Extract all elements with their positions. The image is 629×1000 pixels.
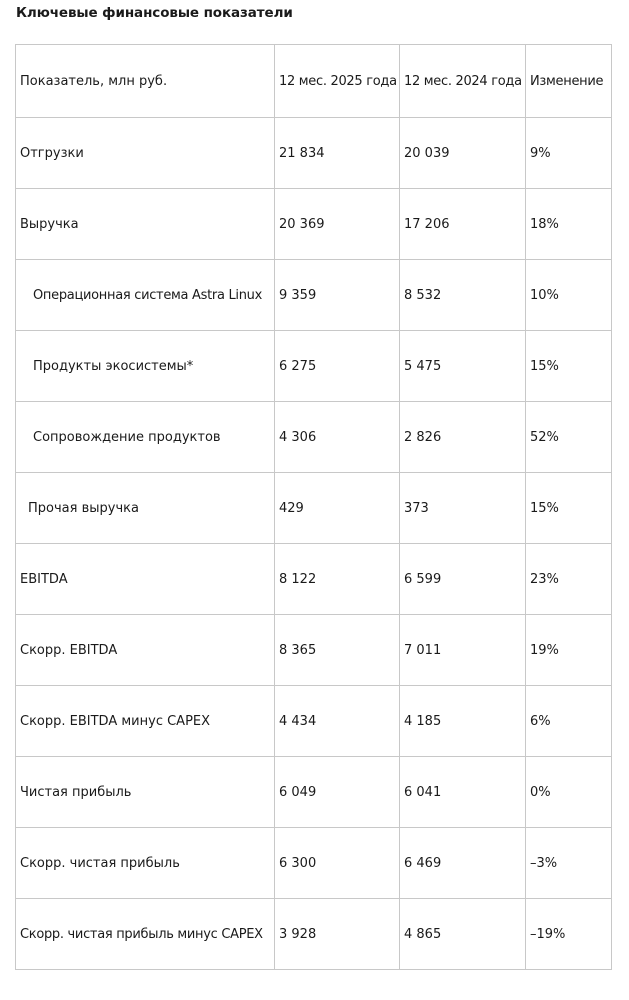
row-label: Скорр. EBITDA [15,614,275,686]
table-row: Сопровождение продуктов 4 306 2 826 52% [15,401,612,473]
table-row: Чистая прибыль 6 049 6 041 0% [15,756,612,828]
value-2025: 8 122 [274,543,400,615]
value-change: 0% [525,756,612,828]
value-change: 15% [525,330,612,402]
value-change: 10% [525,259,612,331]
value-2024: 6 041 [399,756,526,828]
row-label: Сопровождение продуктов [15,401,275,473]
value-change: 9% [525,117,612,189]
value-2025: 21 834 [274,117,400,189]
value-2025: 3 928 [274,898,400,970]
header-2025: 12 мес. 2025 года [274,44,400,118]
header-change: Изменение [525,44,612,118]
table-row: Прочая выручка 429 373 15% [15,472,612,544]
value-change: 52% [525,401,612,473]
row-label: EBITDA [15,543,275,615]
value-2025: 6 300 [274,827,400,899]
table-row: EBITDA 8 122 6 599 23% [15,543,612,615]
value-2024: 17 206 [399,188,526,260]
table-row: Скорр. чистая прибыль 6 300 6 469 –3% [15,827,612,899]
row-label: Операционная система Astra Linux [15,259,275,331]
value-2024: 4 865 [399,898,526,970]
value-change: 6% [525,685,612,757]
value-change: –3% [525,827,612,899]
value-2024: 8 532 [399,259,526,331]
value-2024: 7 011 [399,614,526,686]
row-label: Скорр. чистая прибыль минус CAPEX [15,898,275,970]
table-row: Выручка 20 369 17 206 18% [15,188,612,260]
value-2024: 5 475 [399,330,526,402]
table-row: Скорр. чистая прибыль минус CAPEX 3 928 … [15,898,612,970]
value-2025: 429 [274,472,400,544]
value-2024: 20 039 [399,117,526,189]
table-row: Продукты экосистемы* 6 275 5 475 15% [15,330,612,402]
value-2025: 6 049 [274,756,400,828]
table-row: Скорр. EBITDA минус CAPEX 4 434 4 185 6% [15,685,612,757]
value-2025: 20 369 [274,188,400,260]
header-2024: 12 мес. 2024 года [399,44,526,118]
value-2025: 4 306 [274,401,400,473]
value-2024: 2 826 [399,401,526,473]
value-change: –19% [525,898,612,970]
value-2024: 4 185 [399,685,526,757]
value-change: 15% [525,472,612,544]
table-row: Операционная система Astra Linux 9 359 8… [15,259,612,331]
value-2024: 6 469 [399,827,526,899]
value-change: 19% [525,614,612,686]
value-2024: 373 [399,472,526,544]
financial-indicators-table: Показатель, млн руб. 12 мес. 2025 года 1… [15,44,612,970]
table-row: Скорр. EBITDA 8 365 7 011 19% [15,614,612,686]
row-label: Выручка [15,188,275,260]
row-label: Скорр. EBITDA минус CAPEX [15,685,275,757]
value-2025: 9 359 [274,259,400,331]
value-change: 18% [525,188,612,260]
header-indicator: Показатель, млн руб. [15,44,275,118]
page-title: Ключевые финансовые показатели [16,5,293,21]
row-label: Прочая выручка [15,472,275,544]
value-change: 23% [525,543,612,615]
value-2025: 4 434 [274,685,400,757]
table-header-row: Показатель, млн руб. 12 мес. 2025 года 1… [15,44,612,118]
row-label: Скорр. чистая прибыль [15,827,275,899]
row-label: Чистая прибыль [15,756,275,828]
value-2025: 8 365 [274,614,400,686]
value-2025: 6 275 [274,330,400,402]
row-label: Отгрузки [15,117,275,189]
row-label: Продукты экосистемы* [15,330,275,402]
table-row: Отгрузки 21 834 20 039 9% [15,117,612,189]
value-2024: 6 599 [399,543,526,615]
